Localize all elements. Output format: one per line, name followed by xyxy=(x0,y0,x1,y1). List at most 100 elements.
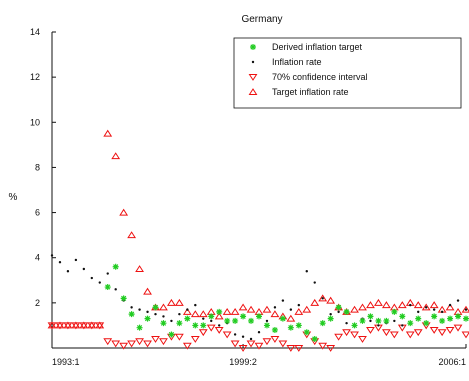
data-point xyxy=(159,303,168,311)
data-point xyxy=(47,322,57,330)
data-point xyxy=(256,313,262,320)
data-point xyxy=(63,322,73,330)
data-point xyxy=(455,313,462,320)
legend-box xyxy=(233,37,462,109)
data-point xyxy=(143,287,152,295)
data-point xyxy=(265,319,269,323)
data-point xyxy=(278,340,288,348)
data-point xyxy=(407,320,414,327)
data-point xyxy=(160,320,167,327)
data-point xyxy=(136,324,143,331)
data-marks xyxy=(47,129,469,352)
data-point xyxy=(79,322,89,330)
data-point xyxy=(233,333,237,336)
data-point xyxy=(421,303,431,311)
data-point xyxy=(271,326,278,333)
data-point xyxy=(448,303,452,307)
x-tick-label: 1993:1 xyxy=(52,357,80,367)
data-point xyxy=(318,294,328,302)
y-tick-label: 10 xyxy=(30,117,40,127)
data-point xyxy=(377,324,380,327)
data-point xyxy=(206,324,216,332)
data-point xyxy=(50,254,54,257)
data-point xyxy=(327,315,334,322)
data-point xyxy=(311,335,318,342)
data-point xyxy=(358,335,367,343)
data-point xyxy=(222,307,232,315)
data-point xyxy=(374,298,383,306)
data-point xyxy=(257,331,261,334)
y-tick-label: 2 xyxy=(35,298,40,308)
data-point xyxy=(409,303,412,307)
data-point xyxy=(119,342,129,350)
data-point xyxy=(429,301,439,309)
data-point xyxy=(143,340,152,348)
data-point xyxy=(66,270,70,273)
data-point xyxy=(447,315,454,322)
data-point xyxy=(286,345,296,352)
data-point xyxy=(397,301,407,309)
data-point xyxy=(429,326,439,334)
data-point xyxy=(152,304,159,311)
data-point xyxy=(144,315,151,322)
data-point xyxy=(399,313,406,320)
data-point xyxy=(214,326,224,334)
data-point xyxy=(98,281,101,284)
data-point xyxy=(281,299,285,302)
y-tick-label: 6 xyxy=(35,208,40,218)
data-point xyxy=(111,152,121,160)
data-point xyxy=(111,340,121,348)
data-point xyxy=(200,322,207,329)
data-point xyxy=(217,324,221,327)
data-point xyxy=(337,310,340,314)
data-point xyxy=(439,317,446,324)
data-point xyxy=(71,322,81,330)
data-point xyxy=(240,313,247,320)
data-point xyxy=(445,303,455,311)
data-point xyxy=(413,301,423,309)
data-point xyxy=(432,308,436,311)
legend: Derived inflation target Inflation rate … xyxy=(233,37,462,109)
data-point xyxy=(319,320,326,327)
data-point xyxy=(82,267,86,271)
data-point xyxy=(182,342,192,350)
data-point xyxy=(232,317,239,324)
data-point xyxy=(461,331,469,339)
data-point xyxy=(230,307,240,315)
data-point xyxy=(162,315,165,318)
data-point xyxy=(305,270,308,273)
data-point xyxy=(238,345,248,352)
data-point xyxy=(170,319,173,323)
data-point xyxy=(464,308,468,311)
y-tick-label: 14 xyxy=(30,27,40,37)
data-point xyxy=(294,345,304,352)
data-point xyxy=(358,303,367,311)
y-axis-label: % xyxy=(9,192,18,203)
data-point xyxy=(127,340,137,348)
data-point xyxy=(445,326,455,334)
data-point xyxy=(391,308,398,315)
data-point xyxy=(310,298,320,306)
data-point xyxy=(375,317,382,324)
data-point xyxy=(210,319,213,323)
data-point xyxy=(334,333,344,341)
data-point xyxy=(230,340,240,348)
data-point xyxy=(456,299,460,302)
data-point xyxy=(182,307,192,315)
data-point xyxy=(174,333,184,341)
data-point xyxy=(440,310,444,314)
y-ticks: 2 4 6 8 10 12 14 xyxy=(30,27,56,308)
data-point xyxy=(208,313,215,320)
series-asterisk xyxy=(104,263,469,342)
data-point xyxy=(238,303,248,311)
data-point xyxy=(366,301,375,309)
data-point xyxy=(335,304,342,311)
data-point xyxy=(326,296,336,304)
data-point xyxy=(74,258,78,262)
data-point xyxy=(273,306,277,309)
data-point xyxy=(417,310,420,314)
data-point xyxy=(190,335,200,343)
data-point xyxy=(369,319,372,323)
data-point xyxy=(151,335,160,343)
data-point xyxy=(135,265,144,272)
